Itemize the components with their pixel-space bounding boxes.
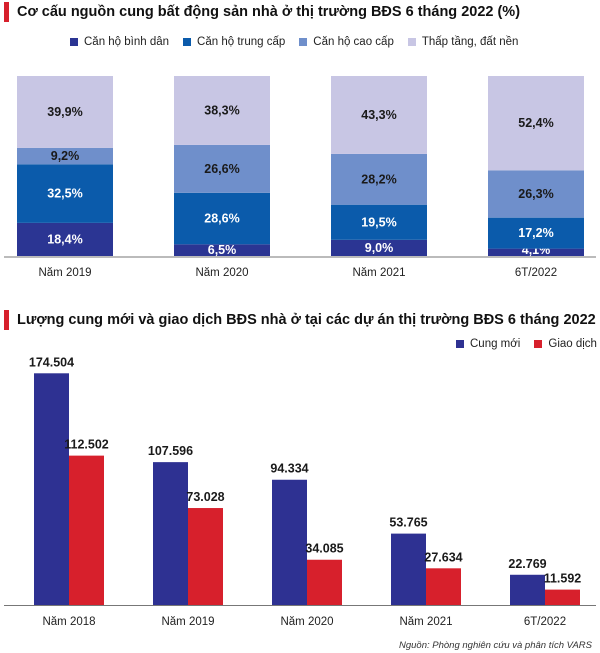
legend-label: Giao dịch	[548, 338, 597, 350]
chart1-legend-item: Căn hộ trung cấp	[183, 36, 285, 48]
x-tick-label: 6T/2022	[524, 616, 566, 628]
bar-cung-mới	[153, 462, 188, 605]
legend-label: Căn hộ trung cấp	[197, 36, 286, 48]
bar-giao-dịch	[545, 589, 580, 605]
legend-swatch	[534, 340, 543, 348]
data-label: 174.504	[29, 355, 74, 369]
legend-label: Căn hộ bình dân	[84, 36, 170, 48]
bar-segment-thấp-tầng,-đất-nền	[174, 76, 270, 145]
legend-label: Thấp tầng, đất nền	[421, 36, 519, 48]
chart1-legend-item: Căn hộ cao cấp	[299, 36, 394, 48]
bar-segment-căn-hộ-cao-cấp	[488, 170, 584, 218]
bar-cung-mới	[272, 479, 307, 605]
bar-giao-dịch	[426, 568, 461, 605]
bar-giao-dịch	[188, 508, 223, 605]
bar-segment-căn-hộ-trung-cấp	[488, 217, 584, 249]
title-accent-bar	[4, 310, 9, 330]
legend-swatch	[456, 340, 464, 348]
data-label: 38,3%	[204, 103, 239, 117]
bar-segment-căn-hộ-cao-cấp	[331, 153, 427, 205]
x-tick-label: Năm 2021	[399, 616, 452, 628]
x-tick-label: Năm 2018	[42, 616, 95, 628]
x-tick-label: Năm 2019	[38, 267, 91, 279]
data-label: 52,4%	[518, 116, 553, 130]
bar-segment-căn-hộ-trung-cấp	[174, 192, 270, 245]
chart2-legend-item: Cung mới	[456, 338, 520, 350]
data-label: 32,5%	[47, 187, 82, 201]
x-tick-label: Năm 2019	[161, 616, 214, 628]
data-label: 27.634	[424, 550, 462, 564]
chart1-title-row: Cơ cấu nguồn cung bất động sản nhà ở thị…	[4, 2, 520, 22]
bar-segment-căn-hộ-bình-dân	[17, 222, 113, 256]
legend-label: Cung mới	[470, 338, 521, 350]
chart1-legend: Căn hộ bình dân Căn hộ trung cấp Căn hộ ca…	[70, 36, 532, 48]
legend-swatch	[183, 38, 192, 46]
data-label: 9,2%	[51, 149, 80, 163]
data-label: 112.502	[64, 438, 109, 452]
chart1-plot: 18,4% 32,5% 9,2% 39,9% Năm 2019 6,5% 28,6% 26,6…	[4, 76, 596, 279]
chart1-legend-item: Thấp tầng, đất nền	[407, 36, 519, 48]
data-label: 94.334	[270, 462, 308, 476]
x-tick-label: Năm 2021	[352, 267, 405, 279]
source-note: Nguồn: Phòng nghiên cứu và phân tích VAR…	[399, 640, 592, 651]
data-label: 11.592	[544, 572, 582, 586]
data-label: 9,0%	[365, 241, 394, 255]
data-label: 34.085	[305, 542, 343, 556]
data-label: 26,6%	[204, 162, 239, 176]
bar-segment-căn-hộ-bình-dân	[331, 239, 427, 256]
chart-supply-transactions: Lượng cung mới và giao dịch BĐS nhà ở tạ…	[0, 296, 600, 653]
bar-segment-căn-hộ-bình-dân	[174, 244, 270, 256]
bar-segment-căn-hộ-cao-cấp	[17, 147, 113, 165]
bar-segment-thấp-tầng,-đất-nền	[331, 76, 427, 154]
bar-segment-căn-hộ-trung-cấp	[17, 164, 113, 223]
bar-giao-dịch	[307, 559, 342, 605]
bar-segment-thấp-tầng,-đất-nền	[488, 76, 584, 171]
chart-supply-structure: Cơ cấu nguồn cung bất động sản nhà ở thị…	[0, 0, 600, 290]
bar-segment-căn-hộ-trung-cấp	[331, 204, 427, 240]
chart2-title: Lượng cung mới và giao dịch BĐS nhà ở tạ…	[17, 312, 596, 328]
data-label: 19,5%	[361, 215, 396, 229]
data-label: 6,5%	[208, 243, 237, 257]
chart1-legend-item: Căn hộ bình dân	[70, 36, 169, 48]
chart2-legend-item: Giao dịch	[534, 338, 597, 350]
legend-swatch	[299, 38, 308, 46]
legend-swatch	[70, 38, 78, 46]
bar-segment-căn-hộ-bình-dân	[488, 248, 584, 256]
chart2-legend: Cung mới Giao dịch	[456, 338, 600, 350]
bar-segment-căn-hộ-cao-cấp	[174, 144, 270, 193]
bar-cung-mới	[34, 373, 69, 605]
data-label: 18,4%	[47, 232, 82, 246]
data-label: 39,9%	[47, 105, 82, 119]
data-label: 22.769	[508, 557, 546, 571]
chart1-title: Cơ cấu nguồn cung bất động sản nhà ở thị…	[17, 4, 521, 20]
bar-segment-thấp-tầng,-đất-nền	[17, 76, 113, 148]
title-accent-bar	[4, 2, 9, 22]
bar-cung-mới	[510, 574, 545, 605]
legend-swatch	[407, 38, 416, 46]
chart2-title-row: Lượng cung mới và giao dịch BĐS nhà ở tạ…	[4, 310, 596, 330]
data-label: 43,3%	[361, 108, 396, 122]
bar-giao-dịch	[69, 455, 104, 605]
data-label: 53.765	[389, 516, 427, 530]
data-label: 28,2%	[361, 172, 396, 186]
x-tick-label: Năm 2020	[280, 616, 333, 628]
data-label: 73.028	[186, 490, 224, 504]
legend-label: Căn hộ cao cấp	[313, 36, 394, 48]
data-label: 28,6%	[204, 212, 239, 226]
data-label: 107.596	[148, 444, 193, 458]
x-tick-label: 6T/2022	[515, 267, 557, 279]
chart2-plot: 174.504 112.502 Năm 2018 107.596 73.028 Năm 2…	[4, 355, 596, 628]
data-label: 17,2%	[518, 226, 553, 240]
x-tick-label: Năm 2020	[195, 267, 248, 279]
bar-cung-mới	[391, 533, 426, 605]
data-label: 26,3%	[518, 187, 553, 201]
